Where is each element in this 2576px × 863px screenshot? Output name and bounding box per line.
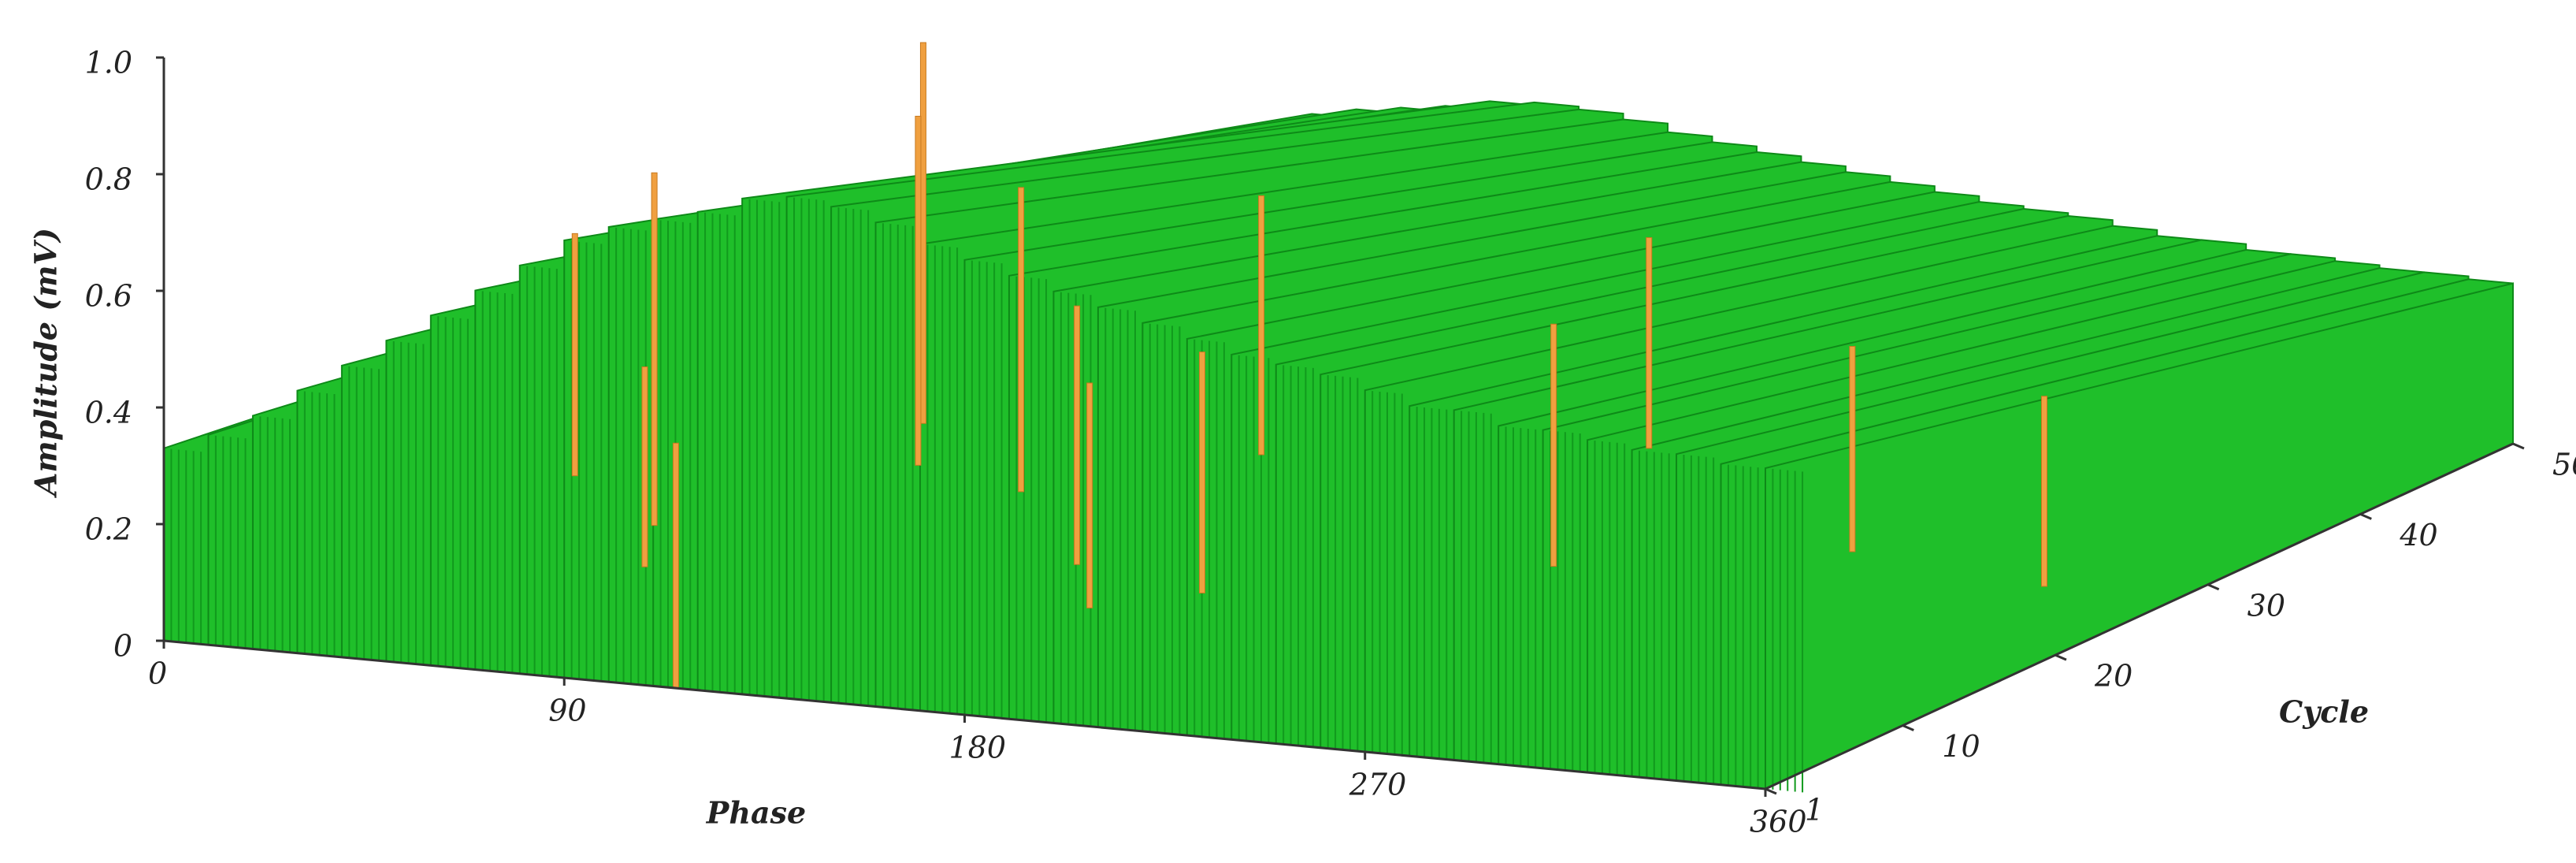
spike [571, 232, 578, 477]
y-tick-label: 0.6 [85, 279, 132, 314]
y-tick-label: 0.2 [85, 512, 132, 547]
z-tick [2359, 513, 2372, 520]
z-tick [2207, 583, 2220, 591]
z-tick-label: 1 [1805, 793, 1824, 828]
z-tick [2054, 653, 2067, 661]
spike [1550, 323, 1557, 567]
x-tick-label: 0 [148, 657, 167, 691]
x-axis-label: Phase [706, 795, 806, 831]
spike [641, 366, 648, 567]
y-tick-label: 1.0 [85, 46, 132, 80]
z-tick [2512, 442, 2525, 450]
z-tick-label: 10 [1942, 729, 1980, 764]
z-axis-label: Cycle [2279, 694, 2369, 730]
y-tick-label: 0 [113, 629, 132, 664]
spike [651, 172, 658, 526]
x-tick-label: 90 [548, 694, 586, 728]
spike [1646, 237, 1653, 449]
z-tick [1765, 787, 1777, 795]
x-tick-label: 180 [949, 731, 1007, 765]
spike [915, 115, 922, 466]
z-tick-label: 50 [2552, 448, 2576, 482]
y-axis-label: Amplitude (mV) [28, 228, 64, 498]
spike [2041, 396, 2048, 587]
spike [1258, 195, 1265, 456]
spike [672, 442, 679, 689]
x-tick-label: 270 [1349, 768, 1407, 802]
z-axis [1765, 442, 2514, 790]
x-tick-label: 360 [1750, 805, 1807, 839]
z-tick-label: 20 [2094, 659, 2132, 694]
y-tick-label: 0.4 [85, 396, 132, 430]
spike [1849, 345, 1856, 552]
spike [1199, 352, 1206, 593]
y-tick-label: 0.8 [85, 162, 132, 197]
spike [1018, 187, 1025, 493]
z-tick [1902, 724, 1914, 731]
z-tick-label: 30 [2248, 588, 2285, 623]
spike [919, 42, 926, 424]
spike [1086, 382, 1093, 608]
z-tick-label: 40 [2399, 518, 2437, 552]
spike [1074, 305, 1081, 565]
